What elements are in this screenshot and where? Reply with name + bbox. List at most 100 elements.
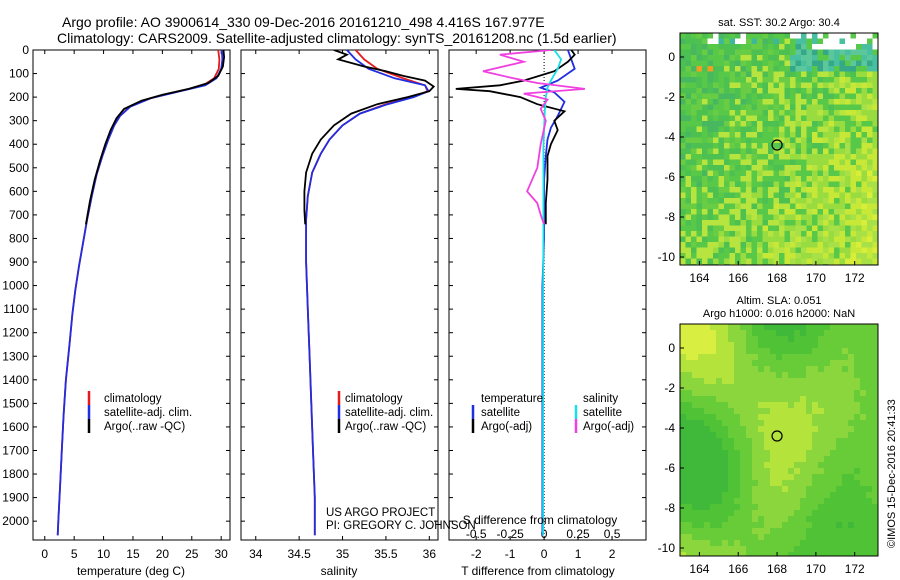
map-cell	[836, 522, 843, 529]
map-cell	[834, 93, 840, 100]
lon-tick-label: 168	[767, 271, 787, 285]
map-cell	[872, 474, 878, 481]
map-cell	[707, 225, 714, 232]
map-cell	[691, 132, 697, 138]
map-cell	[779, 192, 785, 199]
map-cell	[707, 104, 714, 111]
map-cell	[845, 55, 851, 61]
map-cell	[724, 231, 730, 237]
map-cell	[696, 55, 703, 61]
map-cell	[839, 242, 846, 248]
map-cell	[685, 38, 692, 45]
map-cell	[860, 522, 867, 529]
map-cell	[806, 432, 813, 439]
map-cell	[788, 504, 795, 511]
map-cell	[823, 143, 829, 149]
map-cell	[842, 360, 849, 367]
map-cell	[707, 49, 714, 56]
map-cell	[680, 55, 686, 61]
map-cell	[788, 366, 795, 373]
map-cell	[834, 44, 840, 50]
map-cell	[779, 242, 785, 248]
map-cell	[768, 198, 774, 204]
map-cell	[773, 159, 780, 166]
map-cell	[828, 214, 835, 221]
map-cell	[812, 71, 818, 78]
map-cell	[729, 93, 736, 100]
map-cell	[866, 552, 873, 556]
map-cell	[757, 247, 763, 254]
map-cell	[779, 148, 785, 155]
map-cell	[768, 126, 774, 133]
map-cell	[830, 378, 837, 385]
map-cell	[801, 198, 807, 204]
map-cell	[845, 60, 851, 67]
map-cell	[710, 492, 717, 499]
map-cell	[812, 154, 818, 160]
map-cell	[830, 372, 837, 379]
map-cell	[718, 209, 725, 215]
map-cell	[696, 77, 703, 83]
map-cell	[782, 504, 789, 511]
map-cell	[842, 372, 849, 379]
depth-axis: 0100200300400500600700800900100011001200…	[2, 43, 646, 528]
map-cell	[850, 104, 857, 111]
map-cell	[812, 450, 819, 457]
map-cell	[854, 534, 861, 541]
map-cell	[794, 498, 801, 505]
map-cell	[812, 516, 819, 523]
map-cell	[704, 546, 711, 553]
map-cell	[698, 324, 705, 331]
map-cell	[818, 516, 825, 523]
map-cell	[707, 192, 714, 199]
map-cell	[776, 534, 783, 541]
map-cell	[867, 104, 873, 111]
map-cell	[770, 534, 777, 541]
map-cell	[872, 187, 878, 193]
map-cell	[696, 99, 703, 105]
map-cell	[817, 231, 824, 237]
map-cell	[751, 66, 758, 72]
map-cell	[856, 44, 862, 50]
map-cell	[710, 540, 717, 547]
map-cell	[824, 480, 831, 487]
map-cell	[866, 438, 873, 445]
map-cell	[728, 372, 735, 379]
map-cell	[817, 220, 824, 226]
map-cell	[680, 366, 687, 373]
map-cell	[836, 330, 843, 337]
map-cell	[779, 137, 785, 144]
map-cell	[801, 181, 807, 188]
map-cell	[691, 44, 697, 50]
map-cell	[758, 516, 765, 523]
map-cell	[872, 420, 878, 427]
map-cell	[707, 99, 714, 105]
map-cell	[834, 214, 840, 221]
map-cell	[845, 165, 851, 171]
map-cell	[812, 220, 818, 226]
map-cell	[812, 390, 819, 397]
map-cell	[724, 137, 730, 144]
map-cell	[704, 468, 711, 475]
map-cell	[845, 225, 851, 232]
map-cell	[801, 126, 807, 133]
map-cell	[724, 44, 730, 50]
map-cell	[752, 390, 759, 397]
map-cell	[768, 247, 774, 254]
map-cell	[685, 49, 692, 56]
map-cell	[834, 203, 840, 210]
map-cell	[722, 492, 729, 499]
map-cell	[828, 148, 835, 155]
map-cell	[713, 88, 719, 94]
map-cell	[770, 414, 777, 421]
map-cell	[823, 132, 829, 138]
map-cell	[770, 408, 777, 415]
map-cell	[746, 492, 753, 499]
map-cell	[707, 110, 714, 116]
map-cell	[764, 348, 771, 355]
map-cell	[713, 77, 719, 83]
map-cell	[740, 159, 747, 166]
map-cell	[751, 33, 758, 39]
map-cell	[692, 390, 699, 397]
map-cell	[828, 77, 835, 83]
